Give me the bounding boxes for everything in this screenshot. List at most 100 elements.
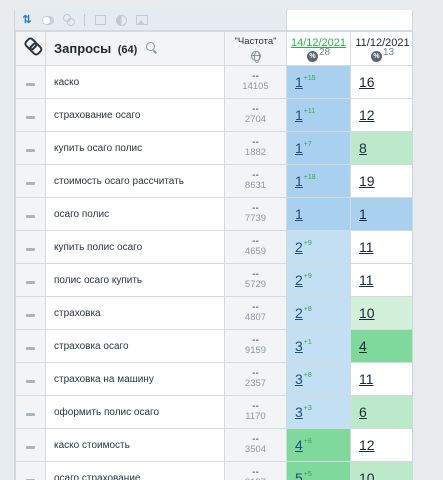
dash-icon[interactable] <box>26 248 35 251</box>
position-link[interactable]: 3 <box>295 338 303 354</box>
position-link[interactable]: 5 <box>295 470 303 480</box>
dash-icon[interactable] <box>26 215 35 218</box>
dash-icon[interactable] <box>26 149 35 152</box>
position-link[interactable]: 11 <box>359 272 374 288</box>
position-link[interactable]: 4 <box>295 437 303 453</box>
position-link[interactable]: 1 <box>295 107 303 123</box>
dash-icon[interactable] <box>26 347 35 350</box>
position-link[interactable]: 2 <box>295 272 303 288</box>
dash-icon[interactable] <box>26 380 35 383</box>
row-select-cell[interactable] <box>15 461 46 480</box>
query-cell: страховка <box>45 296 225 330</box>
toolbar-right-blank <box>286 10 412 31</box>
frequency-cell: -- 4807 <box>224 296 287 330</box>
dash-icon[interactable] <box>26 83 35 86</box>
row-select-cell[interactable] <box>15 98 46 132</box>
table-row: страхование осаго -- 2704 1+11 12 <box>15 98 412 132</box>
position-link[interactable]: 2 <box>295 239 303 255</box>
position-link[interactable]: 1 <box>295 74 303 90</box>
position-link[interactable]: 11 <box>359 371 374 387</box>
frequency-cell: -- 9159 <box>224 329 287 363</box>
row-select-cell[interactable] <box>15 131 46 165</box>
frequency-exact: -- <box>252 401 259 413</box>
frequency-base: 7739 <box>244 213 267 225</box>
row-select-cell[interactable] <box>15 329 46 363</box>
position-link[interactable]: 8 <box>359 140 367 156</box>
position-cell-date-2: 10 <box>350 461 412 480</box>
position-cell-date-2: 12 <box>350 98 412 132</box>
query-cell: страховка на машину <box>45 362 225 396</box>
contrast-icon[interactable] <box>115 14 127 26</box>
position-cell-date-1: 3+1 <box>286 329 351 363</box>
frequency-label: "Частота" <box>234 35 277 47</box>
position-delta: +8 <box>303 306 312 313</box>
position-cell-date-1: 1 <box>286 197 351 231</box>
row-select-cell[interactable] <box>15 263 46 297</box>
query-cell: купить полис осаго <box>45 230 225 264</box>
row-select-cell[interactable] <box>15 395 46 429</box>
toggle-icon[interactable] <box>42 14 54 26</box>
globe-icon[interactable] <box>250 50 261 63</box>
row-select-cell[interactable] <box>15 164 46 198</box>
row-select-cell[interactable] <box>15 230 46 264</box>
position-cell-date-2: 11 <box>350 263 412 297</box>
row-select-cell[interactable] <box>15 428 46 462</box>
dash-icon[interactable] <box>26 413 35 416</box>
position-link[interactable]: 12 <box>359 437 375 453</box>
row-select-cell[interactable] <box>15 362 46 396</box>
position-link[interactable]: 1 <box>295 140 303 156</box>
header-date-1[interactable]: 14/12/2021 % 28 <box>286 31 351 66</box>
row-select-cell[interactable] <box>15 65 46 99</box>
positions-table: Запросы (64) "Частота" 14/12/2021 % 28 <box>15 31 412 480</box>
link-icon[interactable] <box>63 14 75 26</box>
date-1-label[interactable]: 14/12/2021 <box>290 36 347 49</box>
dash-icon[interactable] <box>26 446 35 449</box>
position-link[interactable]: 16 <box>359 74 375 90</box>
row-select-cell[interactable] <box>15 197 46 231</box>
position-cell-date-2: 11 <box>350 230 412 264</box>
header-link-cell[interactable] <box>15 31 46 66</box>
link-icon[interactable] <box>21 37 39 55</box>
position-link[interactable]: 10 <box>359 470 375 480</box>
position-link[interactable]: 1 <box>359 206 367 222</box>
date-2-label[interactable]: 11/12/2021 <box>355 36 410 49</box>
header-queries[interactable]: Запросы (64) <box>45 31 225 66</box>
position-cell-date-2: 10 <box>350 296 412 330</box>
frequency-base: 1170 <box>245 411 266 423</box>
header-date-2[interactable]: 11/12/2021 % 13 <box>350 31 412 66</box>
dash-icon[interactable] <box>26 314 35 317</box>
search-icon[interactable] <box>145 41 155 51</box>
frequency-base: 4659 <box>244 246 267 258</box>
percent-icon: % <box>306 50 318 62</box>
position-link[interactable]: 12 <box>359 107 375 123</box>
position-link[interactable]: 2 <box>295 305 303 321</box>
position-delta: +3 <box>303 405 312 412</box>
dash-icon[interactable] <box>26 182 35 185</box>
position-link[interactable]: 1 <box>295 173 303 189</box>
sort-icon[interactable]: ⇅ <box>22 13 32 26</box>
position-delta: +11 <box>303 108 316 115</box>
frequency-exact: -- <box>252 467 259 479</box>
query-text: купить полис осаго <box>54 241 143 253</box>
square-icon[interactable] <box>94 14 106 26</box>
image-icon[interactable] <box>136 14 148 26</box>
frequency-cell: -- 2704 <box>224 98 287 132</box>
position-link[interactable]: 1 <box>295 206 303 222</box>
dash-icon[interactable] <box>26 116 35 119</box>
header-frequency[interactable]: "Частота" <box>224 31 287 66</box>
position-link[interactable]: 3 <box>295 404 303 420</box>
position-link[interactable]: 19 <box>359 173 375 189</box>
position-link[interactable]: 4 <box>359 338 367 354</box>
position-delta: +8 <box>303 372 312 379</box>
row-select-cell[interactable] <box>15 296 46 330</box>
dash-icon[interactable] <box>26 281 35 284</box>
position-link[interactable]: 3 <box>295 371 303 387</box>
position-link[interactable]: 10 <box>359 305 375 321</box>
position-link[interactable]: 11 <box>359 239 374 255</box>
frequency-exact: -- <box>252 170 259 182</box>
query-text: полис осаго купить <box>54 274 143 286</box>
position-link[interactable]: 6 <box>359 404 367 420</box>
position-delta: +9 <box>303 273 312 280</box>
query-cell: страхование осаго <box>45 98 225 132</box>
table-row: стоимость осаго рассчитать -- 8631 1+18 19 <box>15 164 412 198</box>
